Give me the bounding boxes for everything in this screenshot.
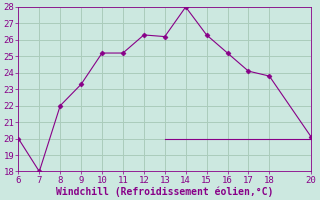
X-axis label: Windchill (Refroidissement éolien,°C): Windchill (Refroidissement éolien,°C) [56, 186, 274, 197]
